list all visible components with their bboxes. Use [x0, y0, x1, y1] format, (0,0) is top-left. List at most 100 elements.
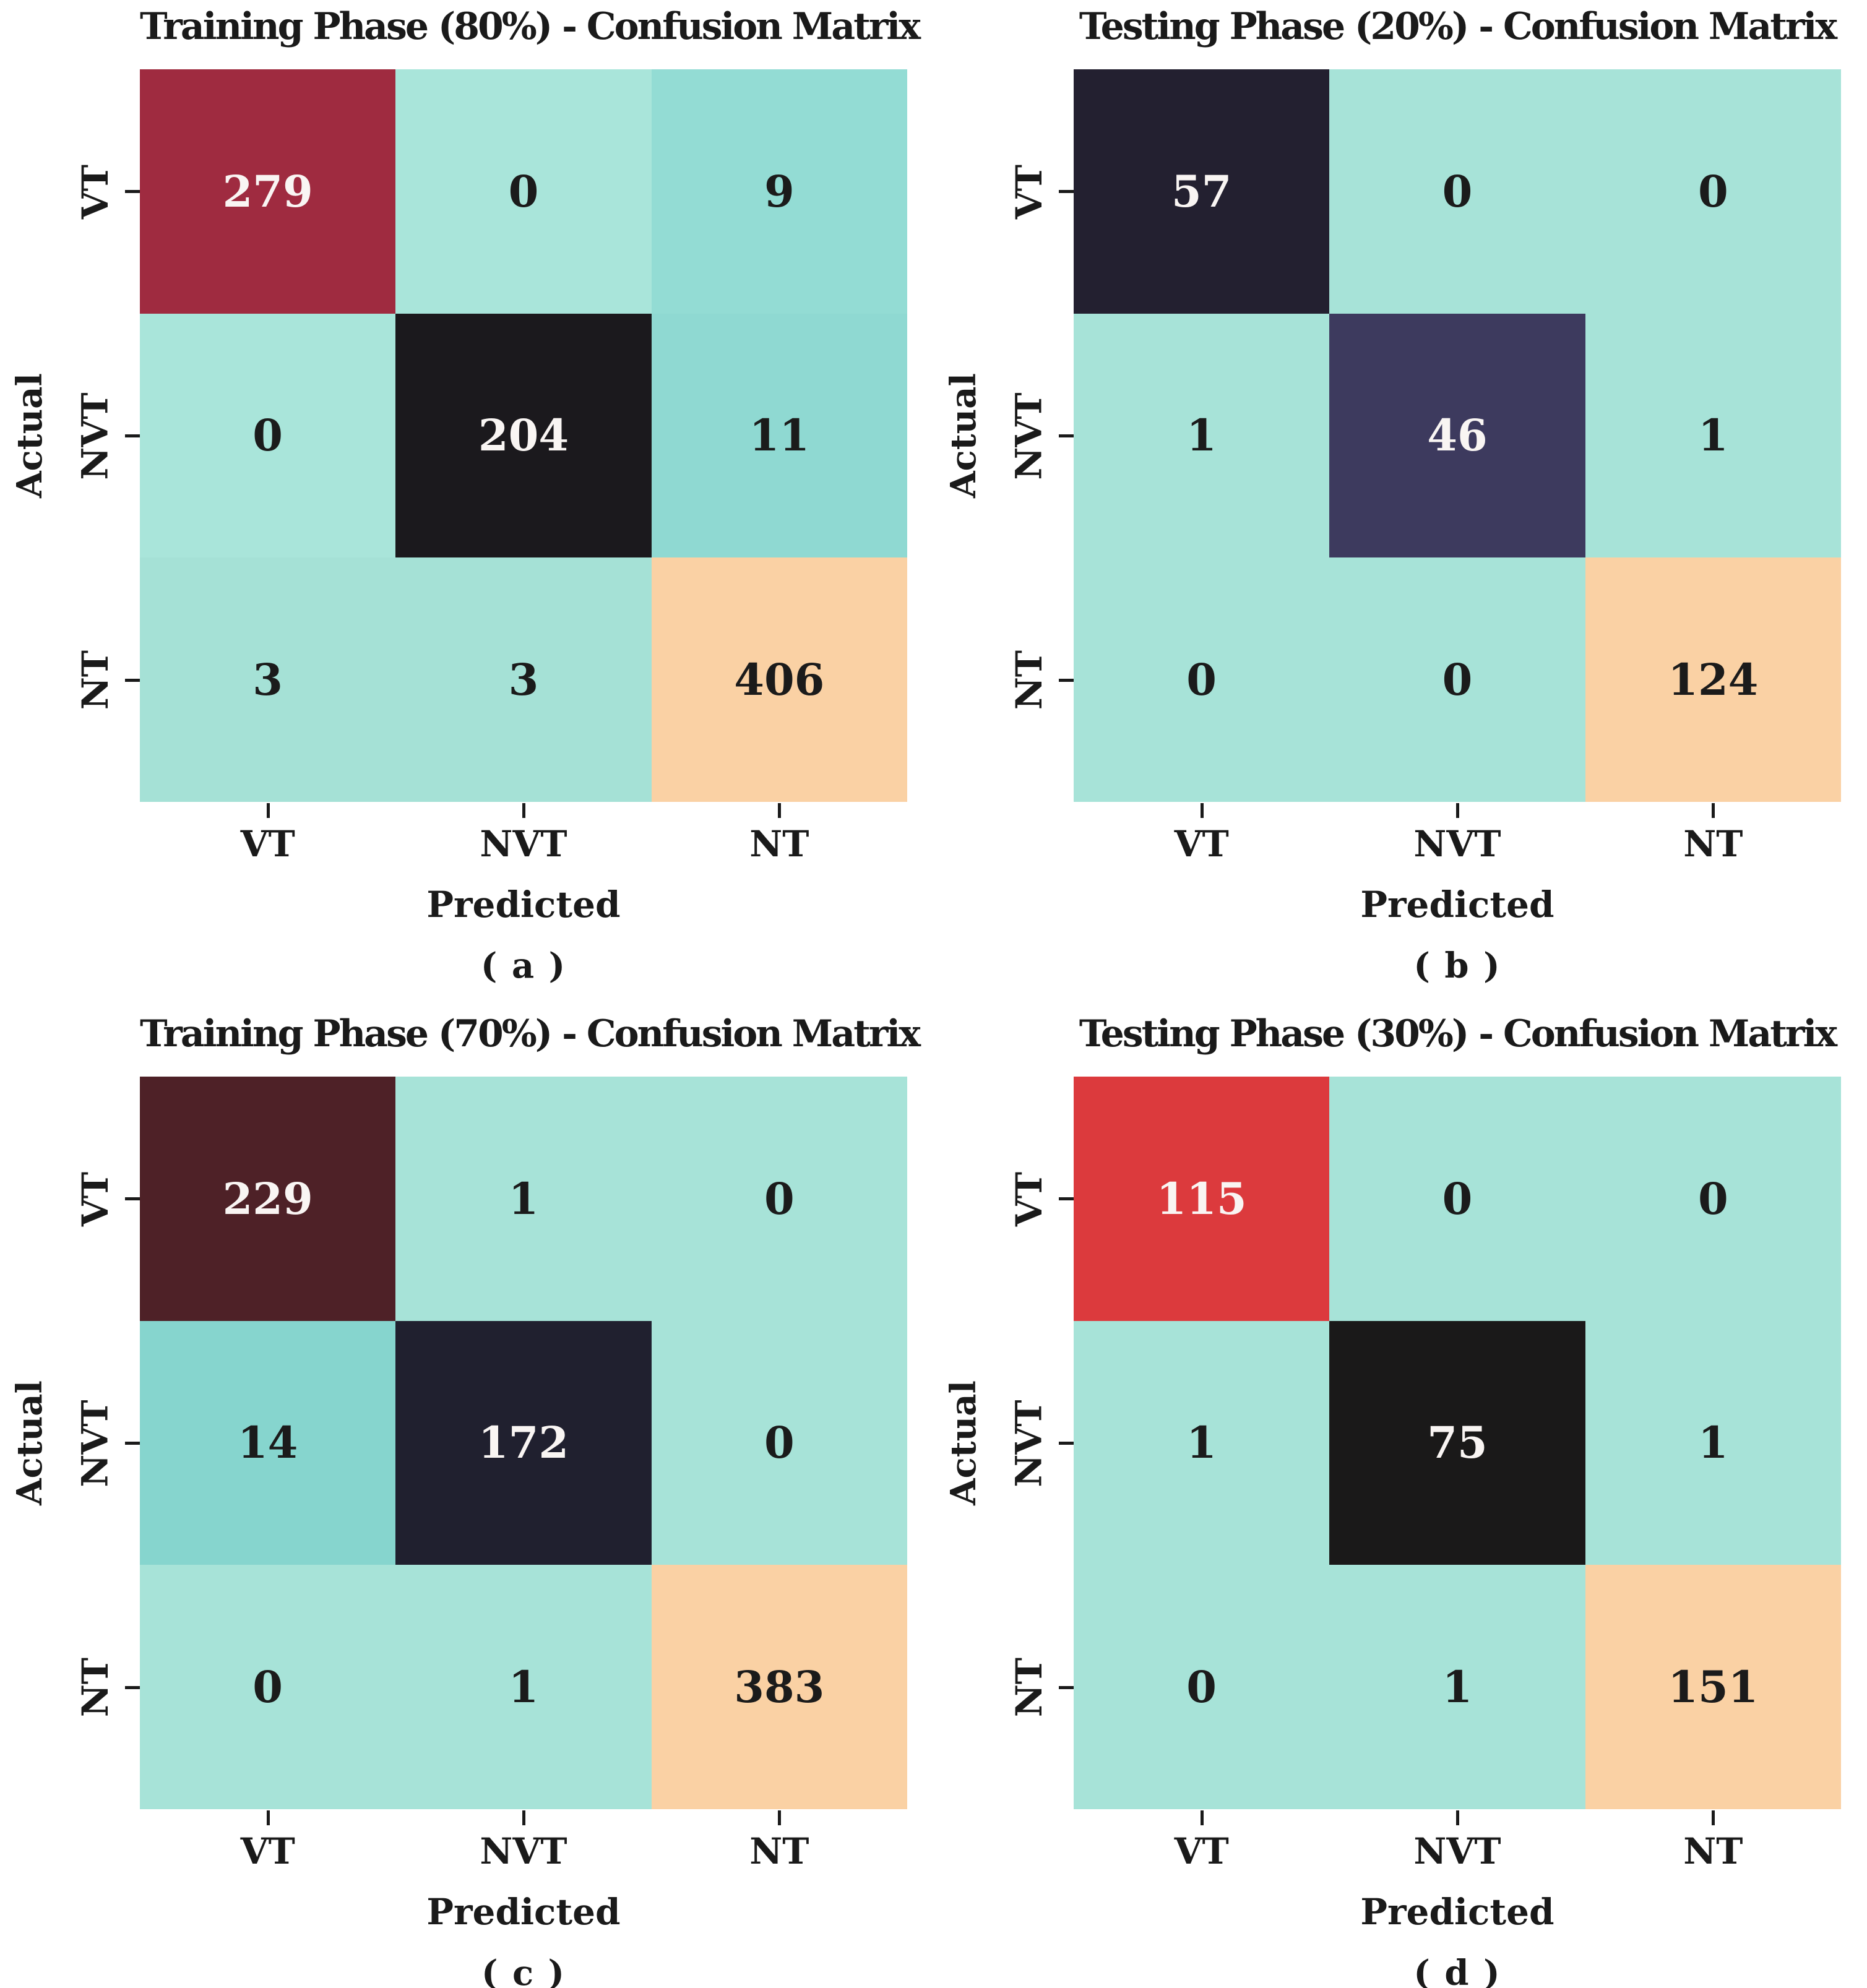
x-tick-mark — [778, 1810, 781, 1825]
x-tick-labels: VT NVT NT — [1074, 823, 1841, 865]
matrix-cell: 3 — [140, 557, 396, 802]
y-axis-label-wrap: Actual — [4, 1077, 56, 1809]
y-tick-mark — [1059, 190, 1074, 193]
x-axis-label: Predicted — [426, 884, 621, 926]
y-tick-mark — [125, 679, 140, 682]
panel-d: Testing Phase (30%) - Confusion Matrix Ac… — [934, 1007, 1867, 1988]
y-tick-label: NVT — [1003, 314, 1055, 558]
x-tick-label: NVT — [1413, 1830, 1501, 1872]
x-tick-mark — [267, 803, 270, 818]
x-tick-label: VT — [240, 823, 295, 865]
panel-title: Training Phase (70%) - Confusion Matrix — [140, 1012, 921, 1056]
matrix-cell: 0 — [1329, 557, 1585, 802]
y-tick-label: NVT — [69, 1321, 121, 1565]
x-tick-label: NVT — [480, 823, 567, 865]
matrix-cell: 0 — [1074, 1565, 1330, 1809]
x-tick-mark — [1201, 1810, 1204, 1825]
x-tick-labels: VT NVT NT — [140, 823, 907, 865]
matrix-cell: 0 — [651, 1077, 907, 1321]
panel-caption: ( b ) — [1413, 945, 1501, 986]
matrix-cell: 0 — [1585, 1077, 1841, 1321]
y-tick-mark — [125, 1442, 140, 1445]
matrix-cell: 1 — [1585, 1320, 1841, 1565]
matrix-cell: 279 — [140, 69, 396, 314]
matrix-cell: 1 — [395, 1077, 652, 1321]
matrix-cell: 1 — [1329, 1565, 1585, 1809]
y-tick-label-text: NT — [1008, 650, 1050, 710]
y-axis-label-wrap: Actual — [4, 69, 56, 802]
matrix-cell: 9 — [651, 69, 907, 314]
y-tick-label: VT — [69, 1077, 121, 1321]
y-tick-mark — [125, 434, 140, 437]
panel-title: Testing Phase (20%) - Confusion Matrix — [1079, 5, 1837, 48]
y-tick-label: VT — [1003, 69, 1055, 314]
y-tick-label-text: NT — [1008, 1657, 1050, 1717]
x-axis-label: Predicted — [426, 1891, 621, 1933]
y-tick-label: NT — [69, 1565, 121, 1809]
matrix-cell: 0 — [1329, 69, 1585, 314]
panel-c: Training Phase (70%) - Confusion Matrix A… — [0, 1007, 933, 1988]
y-tick-mark — [1059, 1686, 1074, 1689]
matrix-cell: 11 — [651, 313, 907, 558]
matrix-cell: 124 — [1585, 557, 1841, 802]
y-axis-label: Actual — [943, 373, 984, 498]
matrix-cell: 0 — [1074, 557, 1330, 802]
x-tick-mark — [1456, 803, 1459, 818]
matrix-cell: 1 — [395, 1565, 652, 1809]
y-tick-label-text: NVT — [1008, 1399, 1050, 1487]
matrix-cell: 0 — [140, 1565, 396, 1809]
confusion-matrix-grid: 229 1 0 14 172 0 0 1 383 — [140, 1077, 907, 1809]
y-tick-label-text: NT — [74, 650, 116, 710]
y-tick-label-text: NVT — [74, 392, 116, 480]
matrix-cell: 383 — [651, 1565, 907, 1809]
x-tick-mark — [522, 1810, 525, 1825]
matrix-cell: 14 — [140, 1320, 396, 1565]
y-axis-label: Actual — [9, 1380, 50, 1505]
y-tick-label-text: NVT — [74, 1399, 116, 1487]
y-tick-label-text: VT — [1008, 1171, 1051, 1226]
y-tick-label: VT — [69, 69, 121, 314]
y-tick-label-text: VT — [74, 164, 117, 219]
x-tick-mark — [1712, 803, 1715, 818]
x-tick-label: NT — [749, 823, 809, 865]
y-tick-mark — [1059, 434, 1074, 437]
confusion-matrix-grid: 279 0 9 0 204 11 3 3 406 — [140, 69, 907, 802]
y-tick-label: NVT — [1003, 1321, 1055, 1565]
y-tick-label: NVT — [69, 314, 121, 558]
x-tick-label: VT — [1174, 823, 1229, 865]
matrix-cell: 172 — [395, 1320, 652, 1565]
confusion-matrix-grid: 115 0 0 1 75 1 0 1 151 — [1074, 1077, 1841, 1809]
panel-caption: ( a ) — [480, 945, 567, 986]
y-tick-label-text: NVT — [1008, 392, 1050, 480]
matrix-cell: 204 — [395, 313, 652, 558]
x-tick-mark — [778, 803, 781, 818]
y-tick-label: NT — [69, 557, 121, 802]
y-tick-label-text: VT — [74, 1171, 117, 1226]
panel-caption: ( c ) — [481, 1953, 566, 1988]
y-axis-label: Actual — [943, 1380, 984, 1505]
y-axis-label-wrap: Actual — [938, 1077, 990, 1809]
y-tick-label: VT — [1003, 1077, 1055, 1321]
panel-a: Training Phase (80%) - Confusion Matrix A… — [0, 0, 933, 986]
matrix-cell: 229 — [140, 1077, 396, 1321]
matrix-cell: 1 — [1585, 313, 1841, 558]
x-tick-mark — [1201, 803, 1204, 818]
matrix-cell: 0 — [1329, 1077, 1585, 1321]
y-tick-label-text: NT — [74, 1657, 116, 1717]
matrix-cell: 115 — [1074, 1077, 1330, 1321]
matrix-cell: 151 — [1585, 1565, 1841, 1809]
x-tick-label: NVT — [480, 1830, 567, 1872]
y-axis-label-wrap: Actual — [938, 69, 990, 802]
x-tick-labels: VT NVT NT — [1074, 1830, 1841, 1872]
x-tick-mark — [1456, 1810, 1459, 1825]
matrix-cell: 57 — [1074, 69, 1330, 314]
x-tick-label: NT — [1683, 1830, 1743, 1872]
matrix-cell: 0 — [140, 313, 396, 558]
x-tick-mark — [522, 803, 525, 818]
y-tick-mark — [125, 1686, 140, 1689]
matrix-cell: 1 — [1074, 313, 1330, 558]
matrix-cell: 0 — [395, 69, 652, 314]
x-tick-label: VT — [240, 1830, 295, 1872]
matrix-cell: 406 — [651, 557, 907, 802]
